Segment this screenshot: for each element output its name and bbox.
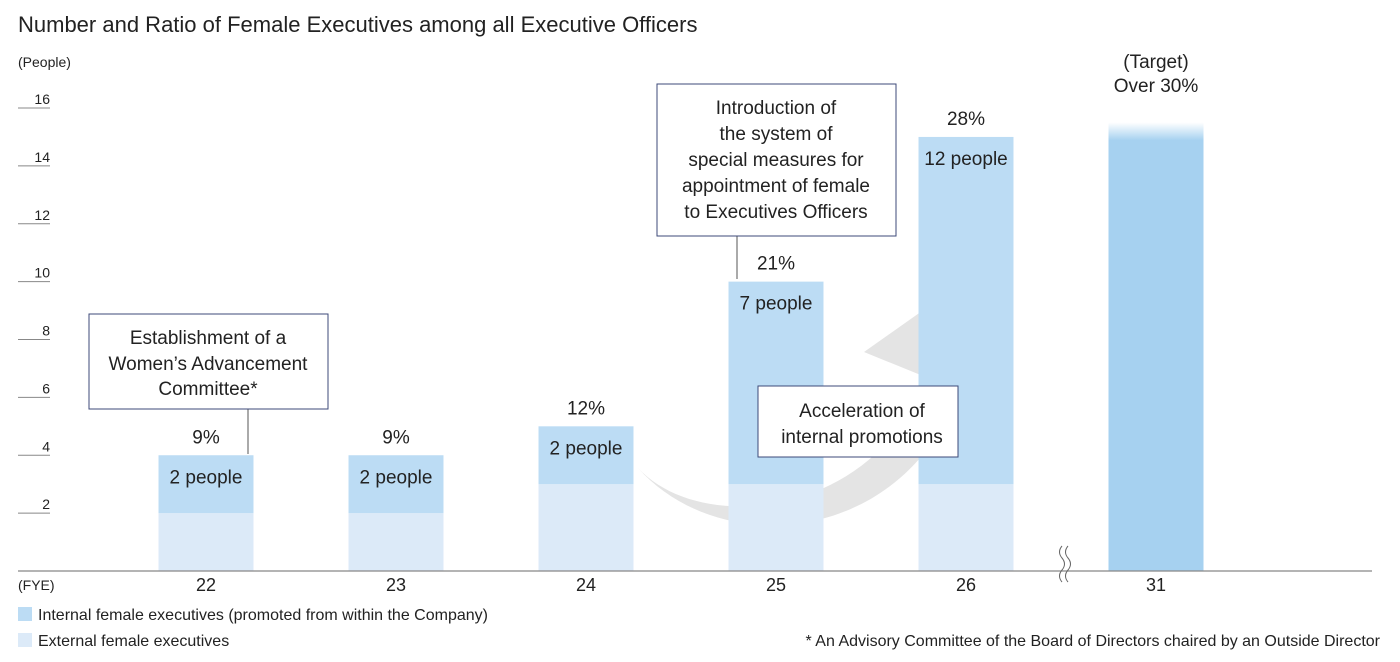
footnote: * An Advisory Committee of the Board of … <box>806 633 1381 650</box>
acceleration-line-1: Acceleration of <box>799 401 925 422</box>
y-axis-ticks: 2 4 6 8 10 12 14 16 <box>18 91 50 514</box>
committee-line-3: Committee* <box>158 379 258 400</box>
growth-arrow-icon <box>638 270 1010 526</box>
acceleration-callout: Acceleration of internal promotions <box>757 385 959 458</box>
acceleration-line-2: internal promotions <box>781 427 943 448</box>
committee-callout: Establishment of a Women’s Advancement C… <box>88 313 329 454</box>
legend: Internal female executives (promoted fro… <box>18 607 488 650</box>
x-category-24: 24 <box>576 575 596 595</box>
special-measures-line-3: special measures for <box>688 150 864 171</box>
x-axis-categories: 22 23 24 25 26 31 <box>196 575 1166 595</box>
bars-group <box>158 122 1204 571</box>
y-tick-label-4: 4 <box>42 438 50 454</box>
x-axis-unit: (FYE) <box>18 577 55 593</box>
y-tick-label-10: 10 <box>34 265 50 281</box>
bar-internal-23 <box>348 455 444 514</box>
x-category-22: 22 <box>196 575 216 595</box>
x-category-25: 25 <box>766 575 786 595</box>
bar-target-31 <box>1108 122 1204 571</box>
special-measures-line-1: Introduction of <box>716 98 837 119</box>
legend-label-internal: Internal female executives (promoted fro… <box>38 607 488 624</box>
bar-labels-group: 2 people 9% 2 people 9% 2 people 12% 7 people 2… <box>170 109 1008 488</box>
y-tick-label-2: 2 <box>42 496 50 512</box>
ratio-label-26: 28% <box>947 109 985 130</box>
special-measures-line-5: to Executives Officers <box>684 202 867 223</box>
y-tick-label-14: 14 <box>34 149 50 165</box>
legend-swatch-internal <box>18 607 32 621</box>
y-tick-label-8: 8 <box>42 323 50 339</box>
bar-label-23: 2 people <box>360 467 433 488</box>
bar-internal-22 <box>158 455 254 514</box>
bar-label-25: 7 people <box>740 294 813 315</box>
bar-external-24 <box>538 484 634 571</box>
y-tick-label-12: 12 <box>34 207 50 223</box>
y-tick-label-16: 16 <box>34 91 50 107</box>
ratio-label-22: 9% <box>192 427 220 448</box>
chart-title: Number and Ratio of Female Executives am… <box>18 12 697 37</box>
x-category-23: 23 <box>386 575 406 595</box>
bar-label-26: 12 people <box>924 149 1007 170</box>
bar-external-25 <box>728 484 824 571</box>
special-measures-line-4: appointment of female <box>682 176 870 197</box>
bar-external-26 <box>918 484 1014 571</box>
bar-label-22: 2 people <box>170 467 243 488</box>
x-category-31: 31 <box>1146 575 1166 595</box>
y-tick-label-6: 6 <box>42 380 50 396</box>
target-label-line1: (Target) <box>1123 52 1188 73</box>
bar-internal-24 <box>538 426 634 485</box>
target-label-line2: Over 30% <box>1114 76 1199 97</box>
x-category-26: 26 <box>956 575 976 595</box>
bar-label-24: 2 people <box>550 438 623 459</box>
legend-label-external: External female executives <box>38 633 229 650</box>
ratio-label-23: 9% <box>382 427 410 448</box>
bar-external-23 <box>348 513 444 571</box>
bar-external-22 <box>158 513 254 571</box>
ratio-label-25: 21% <box>757 254 795 275</box>
y-axis-unit: (People) <box>18 54 71 70</box>
special-measures-line-2: the system of <box>720 124 834 145</box>
committee-line-2: Women’s Advancement <box>109 354 309 375</box>
special-measures-callout: Introduction of the system of special me… <box>656 83 897 279</box>
ratio-label-24: 12% <box>567 398 605 419</box>
committee-line-1: Establishment of a <box>130 328 287 349</box>
axis-break-icon <box>1059 545 1071 583</box>
legend-swatch-external <box>18 633 32 647</box>
